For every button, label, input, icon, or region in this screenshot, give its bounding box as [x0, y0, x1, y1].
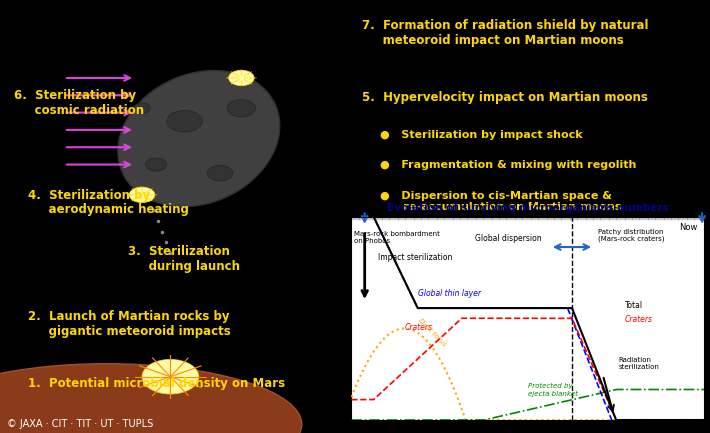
Ellipse shape [0, 364, 302, 433]
Text: 1.  Potential microbial density on Mars: 1. Potential microbial density on Mars [28, 377, 285, 390]
Text: Craters: Craters [405, 323, 432, 333]
Circle shape [129, 187, 155, 203]
Circle shape [133, 103, 151, 113]
Circle shape [207, 165, 233, 181]
Text: Impact sterilization: Impact sterilization [378, 253, 452, 262]
Circle shape [142, 359, 199, 394]
Circle shape [229, 70, 254, 86]
Text: Protected by
ejecta blanket: Protected by ejecta blanket [528, 383, 578, 397]
Text: Global dispersion: Global dispersion [475, 234, 542, 243]
Text: Total: Total [625, 301, 643, 310]
Circle shape [146, 158, 167, 171]
Text: 5.  Hypervelocity impact on Martian moons: 5. Hypervelocity impact on Martian moons [362, 91, 648, 104]
Text: Radiation
sterilization: Radiation sterilization [618, 357, 659, 370]
Text: 4.  Sterilization by
     aerodynamic heating: 4. Sterilization by aerodynamic heating [28, 188, 190, 216]
Ellipse shape [118, 71, 280, 207]
Text: ●   Fragmentation & mixing with regolith: ● Fragmentation & mixing with regolith [380, 160, 636, 170]
Text: 3.  Sterilization
     during launch: 3. Sterilization during launch [128, 245, 240, 273]
Y-axis label: Microbe number (cells): Microbe number (cells) [309, 270, 318, 367]
Text: ●   Sterilization by impact shock: ● Sterilization by impact shock [380, 130, 582, 140]
Text: 6.  Sterilization by
     cosmic radiation: 6. Sterilization by cosmic radiation [14, 89, 144, 117]
Text: © JAXA · CIT · TIT · UT · TUPLS: © JAXA · CIT · TIT · UT · TUPLS [7, 419, 153, 429]
Text: Craters: Craters [625, 315, 653, 324]
Title: Evolution of surviving microorganisms numbers: Evolution of surviving microorganisms nu… [387, 203, 669, 213]
Text: Now: Now [679, 223, 698, 232]
Text: 2.  Launch of Martian rocks by
     gigantic meteoroid impacts: 2. Launch of Martian rocks by gigantic m… [28, 310, 231, 338]
Text: Patchy distribution
(Mars-rock craters): Patchy distribution (Mars-rock craters) [599, 229, 665, 242]
Text: 7.  Formation of radiation shield by natural
     meteoroid impact on Martian mo: 7. Formation of radiation shield by natu… [362, 19, 649, 48]
Circle shape [167, 110, 202, 132]
Text: Global thin layer: Global thin layer [417, 289, 481, 298]
Text: Dust torus: Dust torus [417, 318, 448, 348]
Text: ●   Dispersion to cis-Martian space &
      re-accumulation on Martian moons: ● Dispersion to cis-Martian space & re-a… [380, 191, 621, 212]
Circle shape [227, 100, 256, 117]
Text: Mars-rock bombardment
on Phobos: Mars-rock bombardment on Phobos [354, 231, 440, 244]
